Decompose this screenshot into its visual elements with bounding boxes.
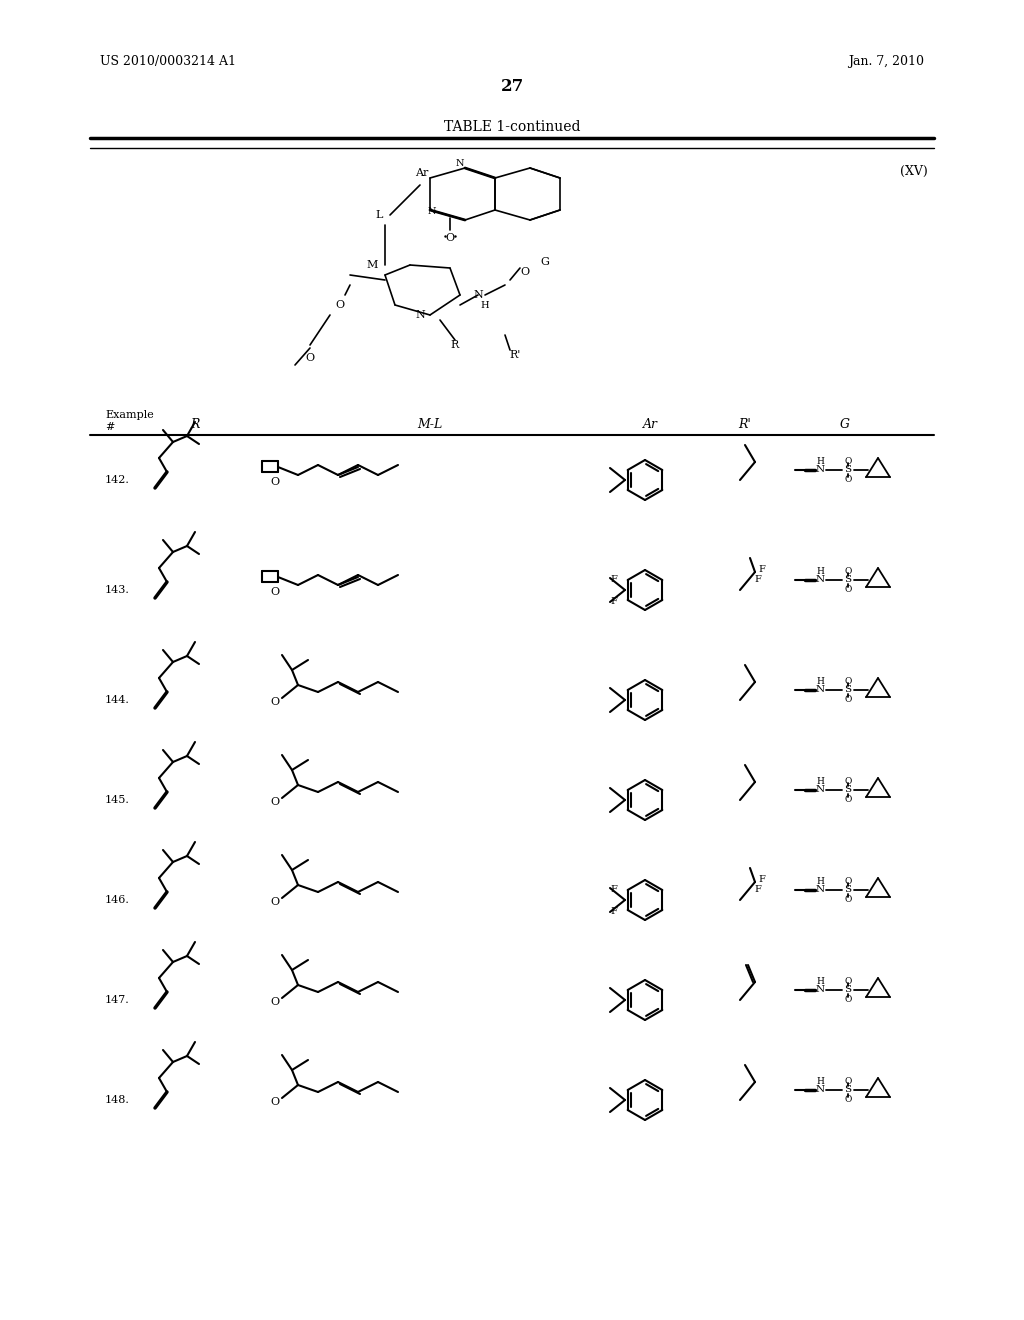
Text: O: O [845, 795, 852, 804]
Text: Ar: Ar [642, 418, 657, 432]
Text: R': R' [738, 418, 752, 432]
Text: O: O [845, 457, 852, 466]
Text: S: S [845, 685, 852, 694]
Text: O: O [845, 585, 852, 594]
Text: O: O [270, 997, 280, 1007]
Text: 142.: 142. [105, 475, 130, 484]
Text: R: R [190, 418, 200, 432]
Text: S: S [845, 1085, 852, 1094]
Text: N: N [815, 1085, 824, 1094]
Text: 147.: 147. [105, 995, 130, 1005]
Text: O: O [270, 898, 280, 907]
Text: O: O [270, 587, 280, 597]
Text: (XV): (XV) [900, 165, 928, 178]
Text: R': R' [509, 350, 520, 360]
Text: N: N [815, 886, 824, 895]
Text: F: F [755, 576, 762, 585]
Text: H: H [816, 777, 824, 787]
Text: Jan. 7, 2010: Jan. 7, 2010 [848, 55, 924, 69]
Text: O: O [845, 776, 852, 785]
Text: M-L: M-L [418, 418, 442, 432]
Text: 148.: 148. [105, 1096, 130, 1105]
Text: M: M [367, 260, 378, 271]
Text: S: S [845, 886, 852, 895]
Text: N: N [815, 576, 824, 585]
Text: O: O [270, 1097, 280, 1107]
Text: O: O [270, 697, 280, 708]
Text: N: N [815, 685, 824, 694]
Text: US 2010/0003214 A1: US 2010/0003214 A1 [100, 55, 236, 69]
Text: N: N [428, 207, 436, 216]
Text: S: S [845, 466, 852, 474]
Text: 143.: 143. [105, 585, 130, 595]
Text: TABLE 1-continued: TABLE 1-continued [443, 120, 581, 135]
Text: O: O [270, 797, 280, 807]
Text: G: G [840, 418, 850, 432]
Text: O: O [845, 474, 852, 483]
Text: F: F [759, 565, 765, 574]
Text: G: G [541, 257, 550, 267]
Text: N: N [815, 785, 824, 795]
Text: 27: 27 [501, 78, 523, 95]
Text: O: O [845, 977, 852, 986]
Text: O: O [845, 895, 852, 903]
Text: O: O [270, 477, 280, 487]
Text: F: F [610, 598, 617, 606]
Text: O: O [845, 566, 852, 576]
Text: H: H [816, 568, 824, 577]
Text: H: H [816, 878, 824, 887]
Text: 144.: 144. [105, 696, 130, 705]
Text: O: O [845, 994, 852, 1003]
Text: O: O [845, 1094, 852, 1104]
Text: H: H [816, 677, 824, 686]
Text: F: F [610, 576, 617, 585]
Text: F: F [759, 875, 765, 884]
Text: 146.: 146. [105, 895, 130, 906]
Text: R: R [451, 341, 459, 350]
Text: O: O [336, 300, 344, 310]
Text: O: O [520, 267, 529, 277]
Text: Example
#: Example # [105, 411, 154, 432]
Text: S: S [845, 986, 852, 994]
Text: F: F [610, 908, 617, 916]
Text: N: N [473, 290, 483, 300]
Text: O: O [445, 234, 455, 243]
Text: F: F [610, 886, 617, 895]
Text: N: N [815, 466, 824, 474]
Text: N: N [456, 158, 464, 168]
Text: H: H [480, 301, 489, 309]
Text: Ar: Ar [415, 168, 428, 178]
Text: H: H [816, 1077, 824, 1086]
Text: O: O [845, 1077, 852, 1085]
Text: 145.: 145. [105, 795, 130, 805]
Text: O: O [845, 876, 852, 886]
Text: H: H [816, 978, 824, 986]
Text: O: O [845, 676, 852, 685]
Text: L: L [376, 210, 383, 220]
Text: F: F [755, 886, 762, 895]
Text: N: N [815, 986, 824, 994]
Text: H: H [816, 458, 824, 466]
Text: S: S [845, 785, 852, 795]
Text: O: O [305, 352, 314, 363]
Text: N: N [415, 310, 425, 319]
Text: O: O [845, 694, 852, 704]
Text: S: S [845, 576, 852, 585]
